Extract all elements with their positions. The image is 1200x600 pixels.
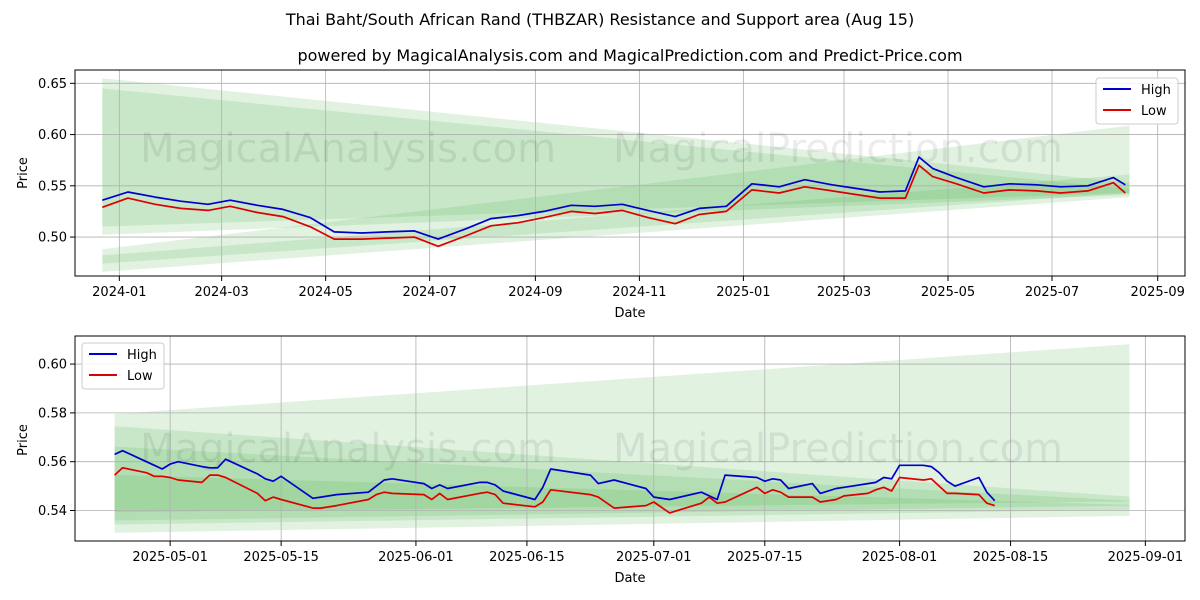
bottom-legend-low-label: Low: [127, 369, 153, 384]
x-tick-label: 2025-01: [716, 285, 770, 300]
x-tick-label: 2024-09: [508, 285, 562, 300]
top-grid: [75, 70, 1185, 276]
x-tick-label: 2024-07: [402, 285, 456, 300]
x-tick-label: 2024-01: [92, 285, 146, 300]
top-series-lines: [102, 156, 1126, 248]
top-chart: MagicalAnalysis.com MagicalPrediction.co…: [16, 69, 1186, 321]
x-tick-label: 2025-06-15: [489, 550, 565, 565]
top-y-ticks: 0.50 0.55 0.60 0.65: [38, 77, 75, 246]
y-tick-label: 0.60: [38, 358, 67, 373]
y-tick-label: 0.58: [38, 406, 67, 421]
top-x-ticks: 2024-01 2024-03 2024-05 2024-07 2024-09 2024-…: [92, 276, 1185, 300]
y-tick-label: 0.56: [38, 455, 67, 470]
watermark-analysis-bottom: MagicalAnalysis.com: [140, 426, 556, 472]
bottom-support-resistance-bands: [114, 344, 1130, 533]
x-tick-label: 2025-05-15: [243, 550, 319, 565]
x-tick-label: 2025-09: [1131, 285, 1185, 300]
x-tick-label: 2025-07: [1025, 285, 1079, 300]
watermark-analysis: MagicalAnalysis.com: [140, 126, 556, 172]
top-y-axis-label: Price: [16, 157, 31, 189]
band-area: [102, 174, 1130, 272]
band-area: [102, 78, 1130, 235]
chart-subtitle: powered by MagicalAnalysis.com and Magic…: [297, 46, 962, 65]
x-tick-label: 2025-05: [921, 285, 975, 300]
band-area: [114, 474, 1130, 533]
band-area: [114, 426, 1130, 521]
top-legend-low-label: Low: [1141, 104, 1167, 119]
top-watermark: MagicalAnalysis.com MagicalPrediction.co…: [140, 126, 1063, 172]
watermark-prediction-bottom: MagicalPrediction.com: [613, 426, 1063, 472]
x-tick-label: 2025-07-01: [616, 550, 692, 565]
bottom-x-axis-label: Date: [614, 571, 645, 586]
y-tick-label: 0.55: [38, 179, 67, 194]
low-series-line: [114, 466, 995, 514]
bottom-y-ticks: 0.54 0.56 0.58 0.60: [38, 358, 75, 519]
x-tick-label: 2025-05-01: [132, 550, 208, 565]
x-tick-label: 2025-03: [817, 285, 871, 300]
band-area: [114, 344, 1130, 525]
y-tick-label: 0.65: [38, 77, 67, 92]
band-area: [114, 446, 1130, 513]
bottom-series-lines: [114, 449, 996, 514]
bottom-plot-frame: [74, 335, 1186, 542]
x-tick-label: 2025-06-01: [378, 550, 454, 565]
x-tick-label: 2025-07-15: [727, 550, 803, 565]
x-tick-label: 2024-11: [612, 285, 666, 300]
chart-title: Thai Baht/South African Rand (THBZAR) Re…: [285, 10, 914, 29]
low-series-line: [102, 164, 1126, 248]
y-tick-label: 0.50: [38, 231, 67, 246]
bottom-x-ticks: 2025-05-01 2025-05-15 2025-06-01 2025-06-15…: [132, 541, 1183, 565]
y-tick-label: 0.60: [38, 128, 67, 143]
y-tick-label: 0.54: [38, 504, 67, 519]
x-tick-label: 2024-03: [194, 285, 248, 300]
bottom-grid: [75, 336, 1185, 541]
top-legend: High Low: [1095, 77, 1179, 125]
top-legend-high-label: High: [1141, 83, 1171, 98]
x-tick-label: 2025-08-01: [862, 550, 938, 565]
x-tick-label: 2025-09-01: [1108, 550, 1184, 565]
high-series-line: [114, 449, 996, 502]
bottom-watermark: MagicalAnalysis.com MagicalPrediction.co…: [140, 426, 1063, 472]
band-area: [102, 125, 1130, 264]
watermark-prediction: MagicalPrediction.com: [613, 126, 1063, 172]
high-series-line: [102, 156, 1126, 240]
x-tick-label: 2024-05: [298, 285, 352, 300]
bottom-legend-high-label: High: [127, 348, 157, 363]
x-tick-label: 2025-08-15: [973, 550, 1049, 565]
band-area: [102, 88, 1130, 227]
top-support-resistance-bands: [102, 78, 1130, 272]
bottom-legend: High Low: [81, 342, 165, 390]
top-plot-frame: [74, 69, 1186, 277]
bottom-y-axis-label: Price: [16, 424, 31, 456]
top-x-axis-label: Date: [614, 306, 645, 321]
bottom-chart: MagicalAnalysis.com MagicalPrediction.co…: [16, 335, 1186, 586]
